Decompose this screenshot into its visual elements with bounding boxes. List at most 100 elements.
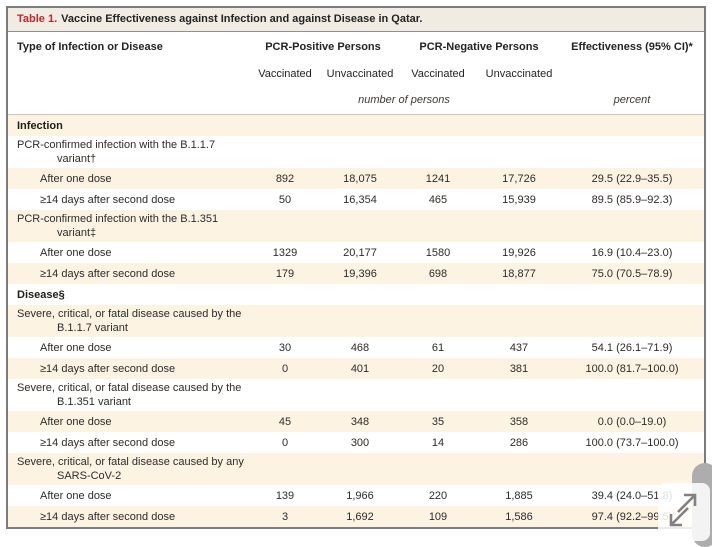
- cell-value: 381: [509, 362, 529, 375]
- cell-value: 698: [428, 267, 448, 280]
- column-header-type: Type of Infection or Disease: [17, 41, 163, 53]
- cell-value: 3: [281, 510, 289, 523]
- cell-effectiveness: 29.5 (22.9–35.5): [591, 172, 673, 185]
- table-number: Table 1.: [17, 13, 58, 25]
- cell-value: 19,396: [343, 267, 377, 280]
- cell-value: 1241: [425, 172, 451, 185]
- section-row-disease: Disease§: [8, 284, 704, 305]
- row-label: After one dose: [40, 172, 112, 185]
- cell-value: 1329: [272, 246, 298, 259]
- subheading-line2: B.1.1.7 variant: [57, 322, 128, 334]
- table-body: Infection PCR-confirmed infection with t…: [8, 115, 704, 527]
- cell-value: 35: [431, 415, 445, 428]
- subheading-label: PCR-confirmed infection with the B.1.351…: [8, 212, 704, 240]
- table-header: Type of Infection or Disease PCR-Positiv…: [8, 32, 704, 115]
- subheading-line1: Severe, critical, or fatal disease cause…: [17, 308, 242, 320]
- subheading-label: Severe, critical, or fatal disease cause…: [8, 455, 704, 483]
- cell-value: 465: [428, 193, 448, 206]
- cell-value: 19,926: [502, 246, 536, 259]
- subheading-label: Severe, critical, or fatal disease cause…: [8, 381, 704, 409]
- cell-value: 20,177: [343, 246, 377, 259]
- table-row: ≥14 days after second dose 179 19,396 69…: [8, 263, 704, 284]
- section-label: Disease§: [17, 288, 65, 301]
- subheading-line1: PCR-confirmed infection with the B.1.351: [17, 213, 219, 225]
- row-label: ≥14 days after second dose: [40, 510, 176, 523]
- table-row: ≥14 days after second dose 3 1,692 109 1…: [8, 506, 704, 527]
- table-row: ≥14 days after second dose 0 300 14 286 …: [8, 432, 704, 453]
- subheading-row: Severe, critical, or fatal disease cause…: [8, 453, 704, 485]
- cell-value: 45: [278, 415, 292, 428]
- units-percent: percent: [613, 94, 651, 106]
- cell-value: 16,354: [343, 193, 377, 206]
- cell-effectiveness: 54.1 (26.1–71.9): [591, 341, 673, 354]
- cell-value: 0: [281, 436, 289, 449]
- cell-value: 1,966: [346, 489, 374, 502]
- table-row: ≥14 days after second dose 50 16,354 465…: [8, 189, 704, 210]
- cell-effectiveness: 100.0 (73.7–100.0): [585, 436, 679, 449]
- subheading-line2: B.1.351 variant: [57, 396, 131, 408]
- subheading-line2: SARS-CoV-2: [57, 470, 122, 482]
- cell-value: 18,877: [502, 267, 536, 280]
- row-label: ≥14 days after second dose: [40, 267, 176, 280]
- subheading-line1: Severe, critical, or fatal disease cause…: [17, 382, 242, 394]
- row-label: ≥14 days after second dose: [40, 436, 176, 449]
- cell-value: 220: [428, 489, 448, 502]
- cell-value: 468: [350, 341, 370, 354]
- table-figure: Table 1. Vaccine Effectiveness against In…: [6, 6, 706, 529]
- row-label: ≥14 days after second dose: [40, 362, 176, 375]
- cell-value: 0: [281, 362, 289, 375]
- cell-effectiveness: 0.0 (0.0–19.0): [597, 415, 667, 428]
- subheading-row: PCR-confirmed infection with the B.1.1.7…: [8, 136, 704, 168]
- cell-value: 437: [509, 341, 529, 354]
- column-group-pcr-negative: PCR-Negative Persons: [419, 41, 539, 53]
- cell-effectiveness: 100.0 (81.7–100.0): [585, 362, 679, 375]
- cell-value: 61: [431, 341, 445, 354]
- row-label: After one dose: [40, 341, 112, 354]
- cell-value: 286: [509, 436, 529, 449]
- cell-value: 18,075: [343, 172, 377, 185]
- cell-effectiveness: 39.4 (24.0–51.8): [591, 489, 673, 502]
- subheader-unvaccinated-1: Unvaccinated: [326, 68, 394, 80]
- subheader-vaccinated-1: Vaccinated: [258, 68, 312, 80]
- cell-value: 109: [428, 510, 448, 523]
- subheading-label: Severe, critical, or fatal disease cause…: [8, 307, 704, 335]
- subheading-row: Severe, critical, or fatal disease cause…: [8, 379, 704, 411]
- cell-value: 139: [275, 489, 295, 502]
- table-row: After one dose 1329 20,177 1580 19,926 1…: [8, 242, 704, 263]
- cell-value: 401: [350, 362, 370, 375]
- row-label: After one dose: [40, 489, 112, 502]
- column-group-pcr-positive: PCR-Positive Persons: [265, 41, 381, 53]
- cell-value: 358: [509, 415, 529, 428]
- subheading-row: Severe, critical, or fatal disease cause…: [8, 305, 704, 337]
- subheading-line2: variant‡: [57, 227, 97, 239]
- table-row: After one dose 45 348 35 358 0.0 (0.0–19…: [8, 411, 704, 432]
- subheading-line1: PCR-confirmed infection with the B.1.1.7: [17, 139, 216, 151]
- cell-value: 348: [350, 415, 370, 428]
- subheader-unvaccinated-2: Unvaccinated: [485, 68, 553, 80]
- cell-value: 30: [278, 341, 292, 354]
- subheader-vaccinated-2: Vaccinated: [411, 68, 465, 80]
- units-number-of-persons: number of persons: [358, 94, 450, 106]
- table-row: After one dose 30 468 61 437 54.1 (26.1–…: [8, 337, 704, 358]
- subheading-row: PCR-confirmed infection with the B.1.351…: [8, 210, 704, 242]
- subheading-line1: Severe, critical, or fatal disease cause…: [17, 456, 244, 468]
- cell-value: 179: [275, 267, 295, 280]
- table-row: ≥14 days after second dose 0 401 20 381 …: [8, 358, 704, 379]
- cell-value: 15,939: [502, 193, 536, 206]
- cell-value: 20: [431, 362, 445, 375]
- subheading-line2: variant†: [57, 153, 97, 165]
- cell-value: 1,586: [505, 510, 533, 523]
- row-label: After one dose: [40, 246, 112, 259]
- expand-button[interactable]: [658, 483, 710, 541]
- table-row: After one dose 139 1,966 220 1,885 39.4 …: [8, 485, 704, 506]
- table-title: Table 1. Vaccine Effectiveness against In…: [8, 8, 704, 32]
- subheading-label: PCR-confirmed infection with the B.1.1.7…: [8, 138, 704, 166]
- column-header-effectiveness: Effectiveness (95% CI)*: [571, 41, 693, 53]
- cell-effectiveness: 89.5 (85.9–92.3): [591, 193, 673, 206]
- cell-value: 892: [275, 172, 295, 185]
- cell-value: 50: [278, 193, 292, 206]
- section-row-infection: Infection: [8, 115, 704, 136]
- cell-value: 1,885: [505, 489, 533, 502]
- cell-value: 300: [350, 436, 370, 449]
- cell-effectiveness: 75.0 (70.5–78.9): [591, 267, 673, 280]
